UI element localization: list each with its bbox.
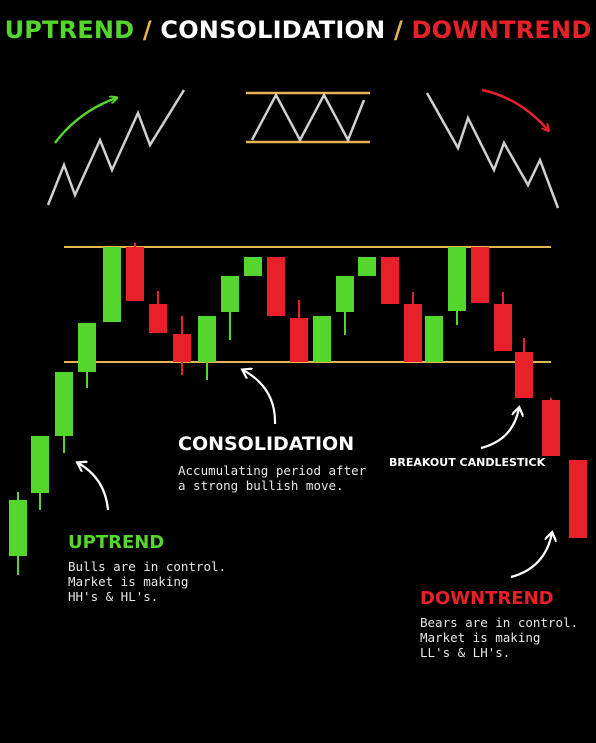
bullish-candle: [31, 436, 49, 510]
bearish-candle: [471, 247, 489, 303]
title-consolidation: CONSOLIDATION: [160, 16, 386, 44]
breakout-heading: BREAKOUT CANDLESTICK: [389, 456, 546, 469]
candle-body: [471, 247, 489, 303]
bullish-candle: [313, 316, 331, 362]
title-uptrend: UPTREND: [4, 16, 135, 44]
bullish-candle: [336, 276, 354, 335]
bullish-candle: [198, 316, 216, 380]
candle-body: [126, 247, 144, 301]
bullish-candle: [244, 257, 262, 276]
bullish-candle: [55, 372, 73, 453]
candle-body: [515, 352, 533, 398]
uptrend-description: Bulls are in control. Market is making H…: [68, 559, 227, 604]
bullish-candle: [103, 247, 121, 322]
candle-body: [358, 257, 376, 276]
uptrend-arrow-icon: [53, 98, 116, 144]
candle-body: [221, 276, 239, 312]
bearish-candle: [267, 257, 285, 316]
bearish-candle: [173, 316, 191, 375]
bullish-candle: [221, 276, 239, 340]
uptrend-label: UPTREND Bulls are in control. Market is …: [68, 532, 226, 604]
downtrend-label: DOWNTREND Bears are in control. Market i…: [420, 588, 578, 660]
candle-body: [313, 316, 331, 362]
candle-body: [149, 304, 167, 333]
consolidation-range-icon: [246, 91, 370, 144]
candle-body: [267, 257, 285, 316]
breakout-label: BREAKOUT CANDLESTICK: [389, 456, 545, 469]
candle-body: [381, 257, 399, 304]
candle-body: [31, 436, 49, 493]
candle-body: [336, 276, 354, 312]
downtrend-pointer-arrow: [510, 533, 552, 579]
uptrend-heading: UPTREND: [68, 532, 165, 553]
bearish-candle: [290, 300, 308, 362]
title-separator: /: [385, 16, 412, 44]
candle-body: [9, 500, 27, 556]
candle-body: [173, 334, 191, 362]
page-title: UPTREND / CONSOLIDATION / DOWNTREND: [0, 16, 596, 44]
title-separator: /: [134, 16, 161, 44]
candle-body: [404, 304, 422, 362]
title-downtrend: DOWNTREND: [411, 16, 592, 44]
bearish-candle: [494, 292, 512, 351]
bearish-candle: [149, 291, 167, 333]
bearish-candle: [569, 460, 587, 538]
candle-body: [425, 316, 443, 362]
downtrend-zigzag-icon: [425, 92, 560, 209]
candle-body: [103, 247, 121, 322]
bearish-candle: [542, 398, 560, 456]
candle-body: [55, 372, 73, 436]
downtrend-arrow-icon: [481, 88, 548, 130]
breakout-pointer-arrow: [480, 408, 519, 450]
candle-body: [569, 460, 587, 538]
candle-body: [290, 318, 308, 362]
consolidation-heading: CONSOLIDATION: [178, 433, 355, 455]
bearish-candle: [126, 243, 144, 301]
bullish-candle: [78, 323, 96, 388]
bullish-candle: [448, 247, 466, 325]
bearish-candle: [404, 292, 422, 362]
downtrend-description: Bears are in control. Market is making L…: [420, 615, 579, 660]
candle-body: [448, 247, 466, 311]
bullish-candle: [358, 257, 376, 276]
candlestick-chart: [9, 243, 587, 575]
uptrend-zigzag-icon: [46, 89, 186, 206]
candle-body: [494, 304, 512, 351]
candle-body: [78, 323, 96, 372]
bearish-candle: [515, 338, 533, 398]
candle-body: [542, 400, 560, 456]
consolidation-pointer-arrow: [243, 370, 277, 425]
candle-body: [244, 257, 262, 276]
downtrend-heading: DOWNTREND: [420, 588, 554, 609]
consolidation-description: Accumulating period after a strong bulli…: [178, 463, 367, 493]
bullish-candle: [425, 316, 443, 362]
consolidation-label: CONSOLIDATION Accumulating period after …: [178, 433, 366, 493]
bearish-candle: [381, 257, 399, 304]
bullish-candle: [9, 492, 27, 575]
uptrend-pointer-arrow: [78, 463, 110, 511]
candle-body: [198, 316, 216, 362]
